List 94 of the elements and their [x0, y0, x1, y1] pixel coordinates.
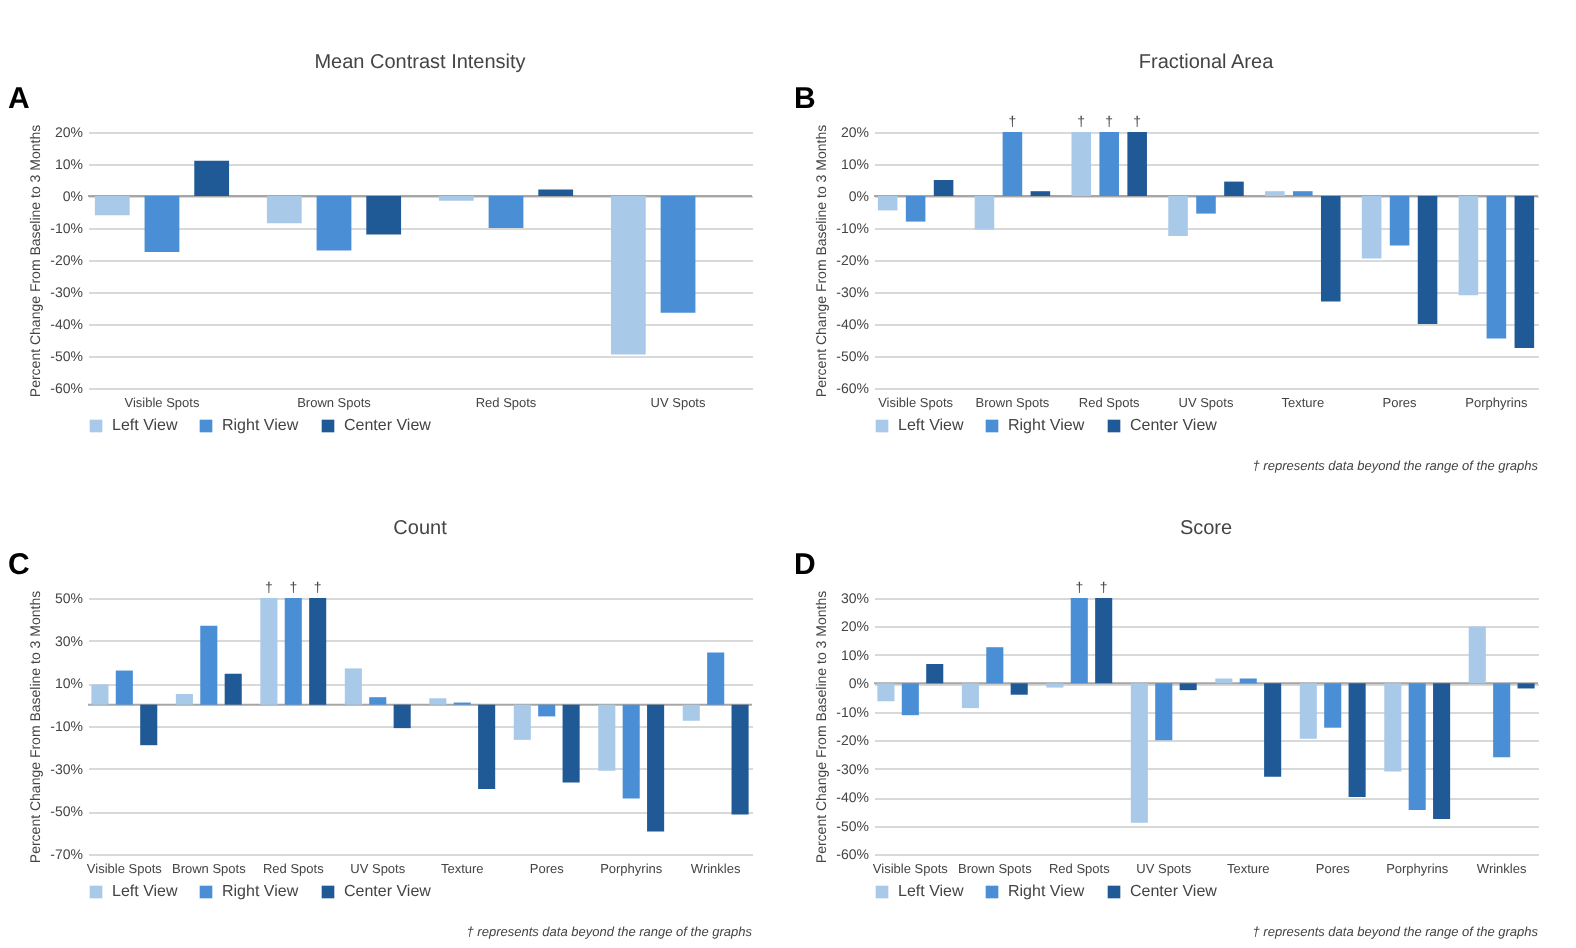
bar: [200, 625, 218, 705]
bar: [1070, 598, 1088, 684]
bar: [94, 196, 130, 216]
bar: [610, 196, 646, 355]
bar: [224, 673, 242, 705]
chart-title: Score: [1179, 518, 1233, 540]
legend-label: Right View: [222, 416, 299, 434]
bar: [562, 704, 580, 783]
bar: [598, 704, 616, 771]
legend-label: Center View: [344, 882, 432, 900]
legend-label: Left View: [112, 416, 178, 434]
bar: [144, 196, 180, 252]
bar: [1239, 678, 1257, 684]
bar: [1264, 683, 1282, 777]
bar: [1514, 196, 1535, 348]
bar: [1299, 683, 1317, 739]
chart-title: Count: [393, 518, 448, 540]
legend-label: Center View: [344, 416, 432, 434]
bar: [974, 196, 995, 230]
bar: [961, 683, 979, 709]
bar: [1099, 132, 1119, 196]
bar: [1408, 683, 1426, 810]
bar: [1320, 196, 1341, 302]
bar: [1095, 598, 1113, 684]
bar: [905, 196, 926, 222]
legend-label: Center View: [1130, 416, 1218, 434]
bar: [309, 598, 327, 705]
bar: [1417, 196, 1438, 324]
bar: [366, 196, 402, 235]
bar: [1468, 626, 1486, 684]
bar: [115, 670, 133, 705]
bar: [622, 704, 640, 799]
bar: [513, 704, 531, 740]
text: C: [8, 548, 30, 582]
bar: [488, 196, 524, 228]
bar: [1458, 196, 1479, 296]
text: D: [794, 548, 816, 582]
bar: [1155, 683, 1173, 741]
bar: [266, 196, 302, 224]
chart-title: Fractional Area: [1138, 52, 1275, 74]
bar: [1196, 196, 1216, 214]
bar: [175, 694, 193, 705]
bar: [538, 704, 556, 717]
bar: [1010, 683, 1028, 695]
legend-label: Center View: [1130, 882, 1218, 900]
bar: [1215, 678, 1233, 684]
bar: [344, 668, 362, 705]
legend-label: Right View: [1008, 416, 1085, 434]
bar: [1179, 683, 1197, 691]
bar: [660, 196, 696, 313]
bar: [647, 704, 665, 832]
bar: [1433, 683, 1451, 820]
chart-title: Mean Contrast Intensity: [314, 52, 526, 74]
bar: [731, 704, 749, 815]
bar: [393, 704, 411, 729]
bar: [1517, 683, 1535, 689]
bar: [1130, 683, 1148, 823]
legend-label: Right View: [222, 882, 299, 900]
bar: [1224, 181, 1244, 196]
bar: [1493, 683, 1511, 758]
bar: [1168, 196, 1188, 236]
bar: [933, 180, 954, 196]
bar: [538, 189, 574, 196]
text: B: [794, 82, 816, 116]
bar: [260, 598, 278, 705]
bar: [877, 683, 895, 702]
bar: [316, 196, 352, 251]
bar: [877, 196, 898, 211]
bar: [707, 652, 725, 705]
bar: [1384, 683, 1402, 772]
bar: [926, 663, 944, 684]
bar: [986, 647, 1004, 684]
bar: [91, 684, 109, 705]
bar: [682, 704, 700, 721]
bar: [1324, 683, 1342, 728]
bar: [1389, 196, 1410, 246]
bar: [1127, 132, 1147, 196]
bar: [1486, 196, 1507, 339]
legend-label: Left View: [112, 882, 178, 900]
bar: [1002, 132, 1023, 196]
bar: [901, 683, 919, 716]
legend-label: Left View: [898, 882, 964, 900]
text: A: [8, 82, 30, 116]
bar: [1348, 683, 1366, 798]
bar: [140, 704, 158, 746]
bar: [429, 698, 447, 705]
bar: [194, 160, 230, 196]
bar: [284, 598, 302, 705]
bar: [1071, 132, 1092, 196]
legend-label: Right View: [1008, 882, 1085, 900]
legend-label: Left View: [898, 416, 964, 434]
bar: [478, 704, 496, 789]
bar: [1361, 196, 1382, 259]
bar: [369, 697, 387, 705]
